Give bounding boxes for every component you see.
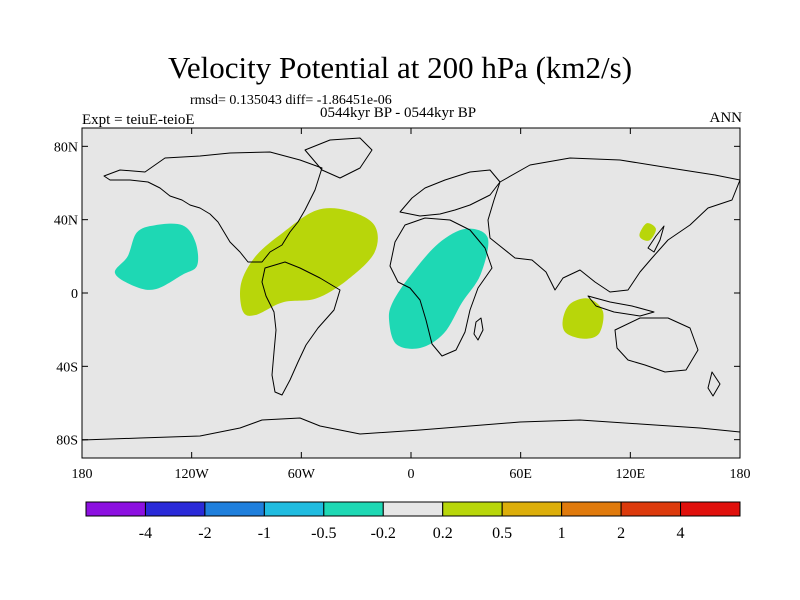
- colorbar-label: 4: [677, 525, 685, 542]
- colorbar-label: -0.5: [311, 525, 336, 542]
- region-atlantic-positive: [240, 208, 378, 316]
- colorbar-swatch: [85, 501, 146, 517]
- axis-ticks: 180 120W 60W 0 60E 120E 180 80N 40N 0 40S 80S: [54, 128, 751, 482]
- x-tick-label: 180: [72, 467, 93, 482]
- region-indian-ocean-positive: [562, 298, 604, 339]
- region-japan-positive: [639, 223, 656, 241]
- region-eastern-pacific-negative: [114, 223, 199, 290]
- period-label: 0544kyr BP - 0544kyr BP: [320, 105, 477, 121]
- colorbar-swatch: [620, 501, 682, 517]
- season-label: ANN: [709, 110, 743, 126]
- colorbar-label: -0.2: [371, 525, 396, 542]
- region-africa-negative: [388, 228, 489, 349]
- colorbar-swatch: [323, 501, 384, 517]
- coastline-indonesia: [587, 295, 655, 317]
- experiment-label: Expt = teiuE-teioE: [82, 112, 195, 128]
- colorbar-swatch: [442, 501, 503, 517]
- x-tick-label: 120W: [175, 467, 210, 482]
- x-tick-label: 60W: [288, 467, 316, 482]
- coastline-new-zealand: [707, 371, 721, 397]
- coastline-japan: [647, 225, 665, 253]
- colorbar-swatch: [680, 501, 741, 517]
- colorbar-swatch: [501, 501, 563, 517]
- y-tick-label: 40S: [56, 360, 78, 375]
- colorbar-label: -2: [198, 525, 211, 542]
- x-tick-label: 0: [408, 467, 415, 482]
- coastline-antarctica: [82, 417, 740, 441]
- coastline-north-america: [103, 151, 323, 263]
- colorbar-swatch: [263, 501, 325, 517]
- coastline-africa: [389, 217, 493, 357]
- chart-title: Velocity Potential at 200 hPa (km2/s): [167, 50, 633, 85]
- colorbar-label: 0.2: [433, 525, 453, 542]
- colorbar-swatch: [382, 501, 444, 517]
- y-tick-label: 80N: [54, 140, 78, 155]
- x-tick-label: 120E: [616, 467, 646, 482]
- colorbar-swatch: [204, 501, 265, 517]
- y-tick-label: 40N: [54, 214, 78, 229]
- anomaly-regions: [114, 208, 656, 349]
- colorbar-label: 1: [558, 525, 566, 542]
- colorbar-label: 2: [617, 525, 625, 542]
- y-tick-label: 80S: [56, 434, 78, 449]
- colorbar-swatch: [144, 501, 206, 517]
- colorbar: -4 -2 -1 -0.5 -0.2 0.2 0.5 1 2 4: [85, 501, 741, 542]
- x-tick-label: 60E: [509, 467, 532, 482]
- coastline-greenland: [304, 137, 373, 179]
- coastlines: [82, 137, 740, 441]
- colorbar-label: -1: [258, 525, 271, 542]
- colorbar-label: -4: [139, 525, 152, 542]
- y-tick-label: 0: [71, 287, 78, 302]
- colorbar-label: 0.5: [492, 525, 512, 542]
- stats-line: rmsd= 0.135043 diff= -1.86451e-06: [190, 93, 392, 108]
- x-tick-label: 180: [730, 467, 751, 482]
- coastline-australia: [614, 317, 699, 373]
- coastline-south-america: [261, 261, 341, 396]
- colorbar-swatch: [561, 501, 622, 517]
- coastline-asia: [487, 157, 740, 293]
- coastline-madagascar: [473, 317, 484, 341]
